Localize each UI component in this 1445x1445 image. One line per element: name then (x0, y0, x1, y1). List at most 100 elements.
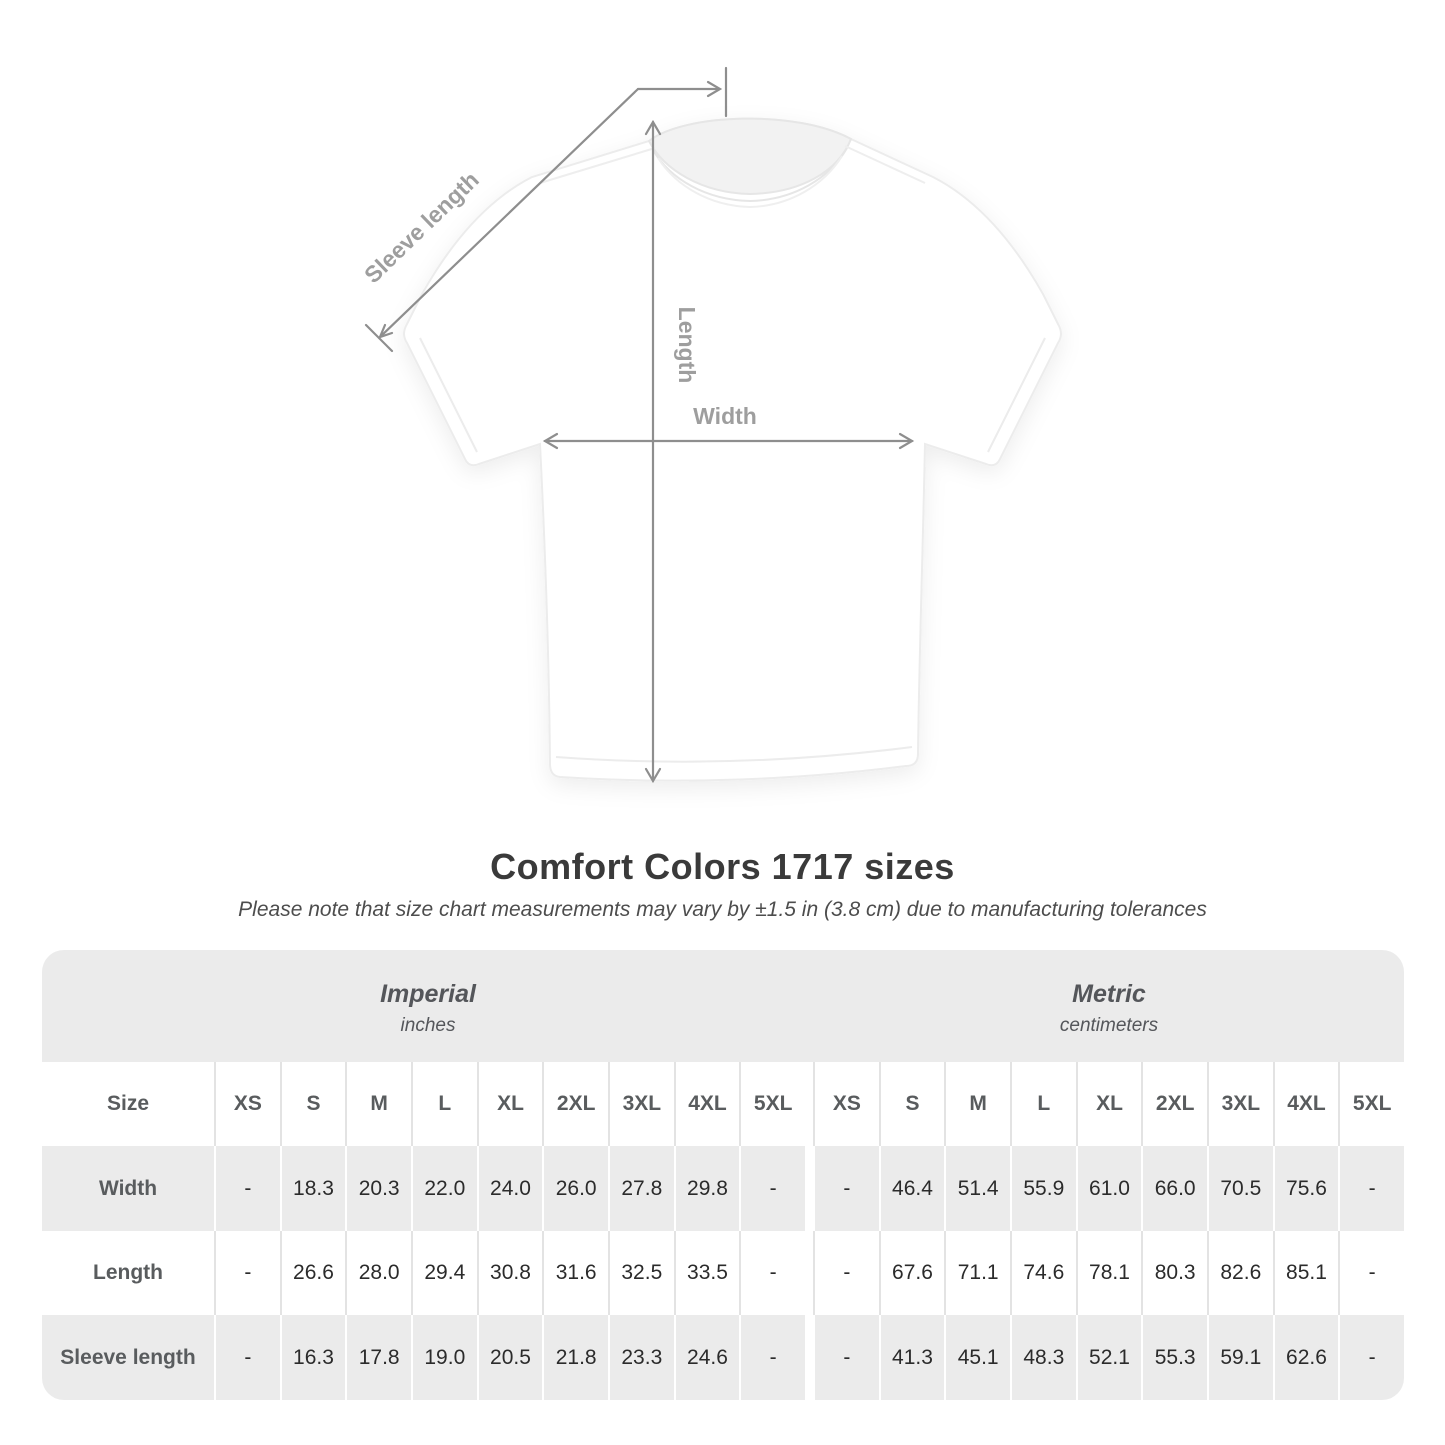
metric-group-header: Metric centimeters (814, 950, 1404, 1062)
size-col-header: S (279, 1062, 346, 1146)
table-cell: 55.3 (1141, 1315, 1207, 1400)
row-label: Sleeve length (42, 1315, 214, 1400)
table-cell: - (214, 1146, 280, 1231)
width-label: Width (693, 403, 757, 429)
table-cell: 85.1 (1272, 1231, 1339, 1315)
size-col-header: 4XL (1272, 1062, 1339, 1146)
table-cell: 82.6 (1206, 1231, 1273, 1315)
size-col-header: XL (476, 1062, 543, 1146)
tshirt-diagram: Sleeve length Length Width (359, 66, 1062, 784)
table-cell: 67.6 (878, 1231, 945, 1315)
unit-group-divider (805, 1062, 813, 1146)
table-cell: 75.6 (1272, 1146, 1339, 1231)
size-col-header: 5XL (739, 1062, 805, 1146)
tshirt-illustration: Sleeve length Length Width (359, 66, 1062, 784)
tshirt-shape (403, 117, 1062, 782)
metric-label: Metric (1072, 979, 1146, 1008)
table-cell: - (214, 1315, 280, 1400)
sleeve-length-arrow (364, 66, 728, 353)
table-cell: - (1338, 1231, 1404, 1315)
table-cell: - (1338, 1146, 1404, 1231)
table-cell: 45.1 (944, 1315, 1010, 1400)
size-table: Imperial inches Metric centimeters Size … (42, 950, 1404, 1400)
size-col-header: 3XL (1206, 1062, 1273, 1146)
table-row-width: Width - 18.3 20.3 22.0 24.0 26.0 27.8 29… (42, 1146, 1404, 1231)
table-cell: - (214, 1231, 280, 1315)
table-cell: 55.9 (1009, 1146, 1076, 1231)
size-col-header: XS (214, 1062, 280, 1146)
table-cell: 20.5 (476, 1315, 543, 1400)
table-cell: - (739, 1315, 805, 1400)
table-cell: 26.0 (542, 1146, 608, 1231)
size-col-header: 3XL (607, 1062, 674, 1146)
table-cell: 26.6 (279, 1231, 346, 1315)
size-col-header: M (944, 1062, 1010, 1146)
table-cell: 29.4 (410, 1231, 477, 1315)
metric-unit: centimeters (1059, 1014, 1159, 1036)
size-col-header: 2XL (542, 1062, 608, 1146)
table-cell: 17.8 (345, 1315, 411, 1400)
imperial-group-header: Imperial inches (42, 950, 814, 1062)
imperial-label: Imperial (380, 979, 476, 1008)
table-cell: 32.5 (607, 1231, 674, 1315)
unit-group-divider (805, 1146, 813, 1231)
collar (647, 117, 853, 196)
row-label: Width (42, 1146, 214, 1231)
size-col-header: 5XL (1338, 1062, 1404, 1146)
table-cell: 22.0 (410, 1146, 477, 1231)
table-cell: - (1338, 1315, 1404, 1400)
size-col-header: 4XL (673, 1062, 740, 1146)
table-cell: - (739, 1231, 805, 1315)
size-col-header: M (345, 1062, 411, 1146)
size-header-row: Size XS S M L XL 2XL 3XL 4XL 5XL XS S M … (42, 1062, 1404, 1146)
table-cell: 52.1 (1075, 1315, 1142, 1400)
table-row-sleeve-length: Sleeve length - 16.3 17.8 19.0 20.5 21.8… (42, 1315, 1404, 1400)
table-cell: 62.6 (1272, 1315, 1339, 1400)
table-cell: 24.6 (673, 1315, 740, 1400)
table-cell: 80.3 (1141, 1231, 1207, 1315)
width-arrow (542, 432, 915, 450)
table-cell: - (812, 1146, 879, 1231)
table-cell: 27.8 (607, 1146, 674, 1231)
imperial-unit: inches (400, 1014, 456, 1036)
table-cell: 19.0 (410, 1315, 477, 1400)
table-cell: 16.3 (279, 1315, 346, 1400)
table-cell: 51.4 (944, 1146, 1010, 1231)
table-cell: 70.5 (1206, 1146, 1273, 1231)
length-label: Length (674, 307, 700, 384)
size-col-header: XS (812, 1062, 879, 1146)
size-col-header: XL (1075, 1062, 1142, 1146)
tolerance-note: Please note that size chart measurements… (238, 898, 1207, 921)
size-col-header: L (410, 1062, 477, 1146)
unit-header-band: Imperial inches Metric centimeters (42, 950, 1404, 1062)
table-cell: 59.1 (1206, 1315, 1273, 1400)
table-cell: 30.8 (476, 1231, 543, 1315)
size-col-header: 2XL (1141, 1062, 1207, 1146)
page-title: Comfort Colors 1717 sizes (490, 846, 955, 887)
table-cell: 21.8 (542, 1315, 608, 1400)
table-cell: 48.3 (1009, 1315, 1076, 1400)
table-cell: 78.1 (1075, 1231, 1142, 1315)
table-cell: 41.3 (878, 1315, 945, 1400)
table-cell: 20.3 (345, 1146, 411, 1231)
table-cell: 61.0 (1075, 1146, 1142, 1231)
table-cell: 71.1 (944, 1231, 1010, 1315)
unit-group-divider (805, 1315, 813, 1400)
table-cell: 74.6 (1009, 1231, 1076, 1315)
unit-group-divider (805, 1231, 813, 1315)
table-cell: - (812, 1315, 879, 1400)
table-cell: - (739, 1146, 805, 1231)
table-cell: 66.0 (1141, 1146, 1207, 1231)
size-col-header: S (878, 1062, 945, 1146)
table-cell: 23.3 (607, 1315, 674, 1400)
table-cell: 31.6 (542, 1231, 608, 1315)
table-cell: 28.0 (345, 1231, 411, 1315)
length-arrow (644, 119, 662, 784)
table-cell: 29.8 (673, 1146, 740, 1231)
table-cell: - (812, 1231, 879, 1315)
table-cell: 24.0 (476, 1146, 543, 1231)
table-cell: 33.5 (673, 1231, 740, 1315)
row-label: Length (93, 1261, 163, 1284)
table-cell: 46.4 (878, 1146, 945, 1231)
